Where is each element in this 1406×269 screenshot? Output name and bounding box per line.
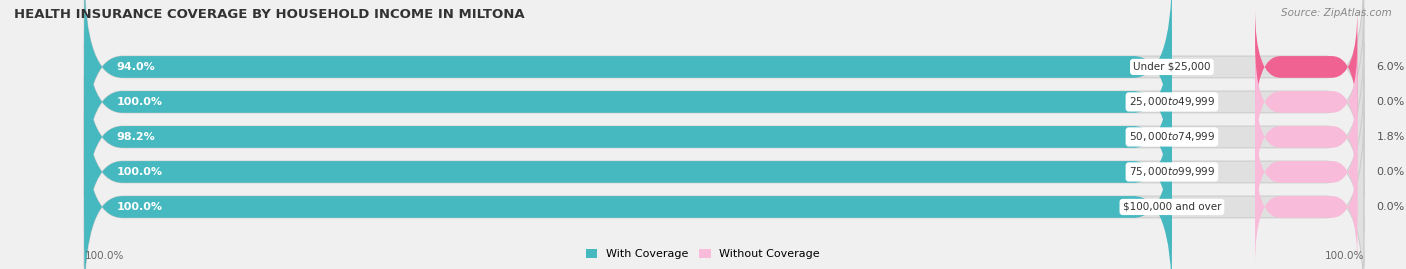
FancyBboxPatch shape [1256, 43, 1357, 161]
Text: 94.0%: 94.0% [117, 62, 155, 72]
FancyBboxPatch shape [84, 113, 1364, 269]
Text: 100.0%: 100.0% [1324, 251, 1364, 261]
Text: 100.0%: 100.0% [117, 97, 162, 107]
FancyBboxPatch shape [84, 43, 1173, 231]
Text: 0.0%: 0.0% [1376, 167, 1405, 177]
FancyBboxPatch shape [84, 0, 1173, 161]
Text: $25,000 to $49,999: $25,000 to $49,999 [1129, 95, 1215, 108]
FancyBboxPatch shape [84, 113, 1173, 269]
Text: 100.0%: 100.0% [117, 202, 162, 212]
FancyBboxPatch shape [84, 8, 1364, 196]
Text: 100.0%: 100.0% [84, 251, 124, 261]
FancyBboxPatch shape [84, 0, 1364, 161]
Text: $50,000 to $74,999: $50,000 to $74,999 [1129, 130, 1215, 143]
Text: 0.0%: 0.0% [1376, 97, 1405, 107]
Legend: With Coverage, Without Coverage: With Coverage, Without Coverage [582, 244, 824, 263]
FancyBboxPatch shape [1256, 113, 1357, 231]
Text: 98.2%: 98.2% [117, 132, 155, 142]
FancyBboxPatch shape [84, 78, 1173, 266]
Text: $100,000 and over: $100,000 and over [1122, 202, 1222, 212]
FancyBboxPatch shape [84, 8, 1173, 196]
Text: Under $25,000: Under $25,000 [1133, 62, 1211, 72]
Text: 0.0%: 0.0% [1376, 202, 1405, 212]
FancyBboxPatch shape [1256, 148, 1357, 266]
FancyBboxPatch shape [1256, 78, 1357, 196]
Text: 100.0%: 100.0% [117, 167, 162, 177]
Text: HEALTH INSURANCE COVERAGE BY HOUSEHOLD INCOME IN MILTONA: HEALTH INSURANCE COVERAGE BY HOUSEHOLD I… [14, 8, 524, 21]
Text: 1.8%: 1.8% [1376, 132, 1405, 142]
Text: Source: ZipAtlas.com: Source: ZipAtlas.com [1281, 8, 1392, 18]
FancyBboxPatch shape [1256, 8, 1357, 126]
FancyBboxPatch shape [84, 43, 1364, 231]
Text: 6.0%: 6.0% [1376, 62, 1405, 72]
Text: $75,000 to $99,999: $75,000 to $99,999 [1129, 165, 1215, 178]
FancyBboxPatch shape [84, 78, 1364, 266]
